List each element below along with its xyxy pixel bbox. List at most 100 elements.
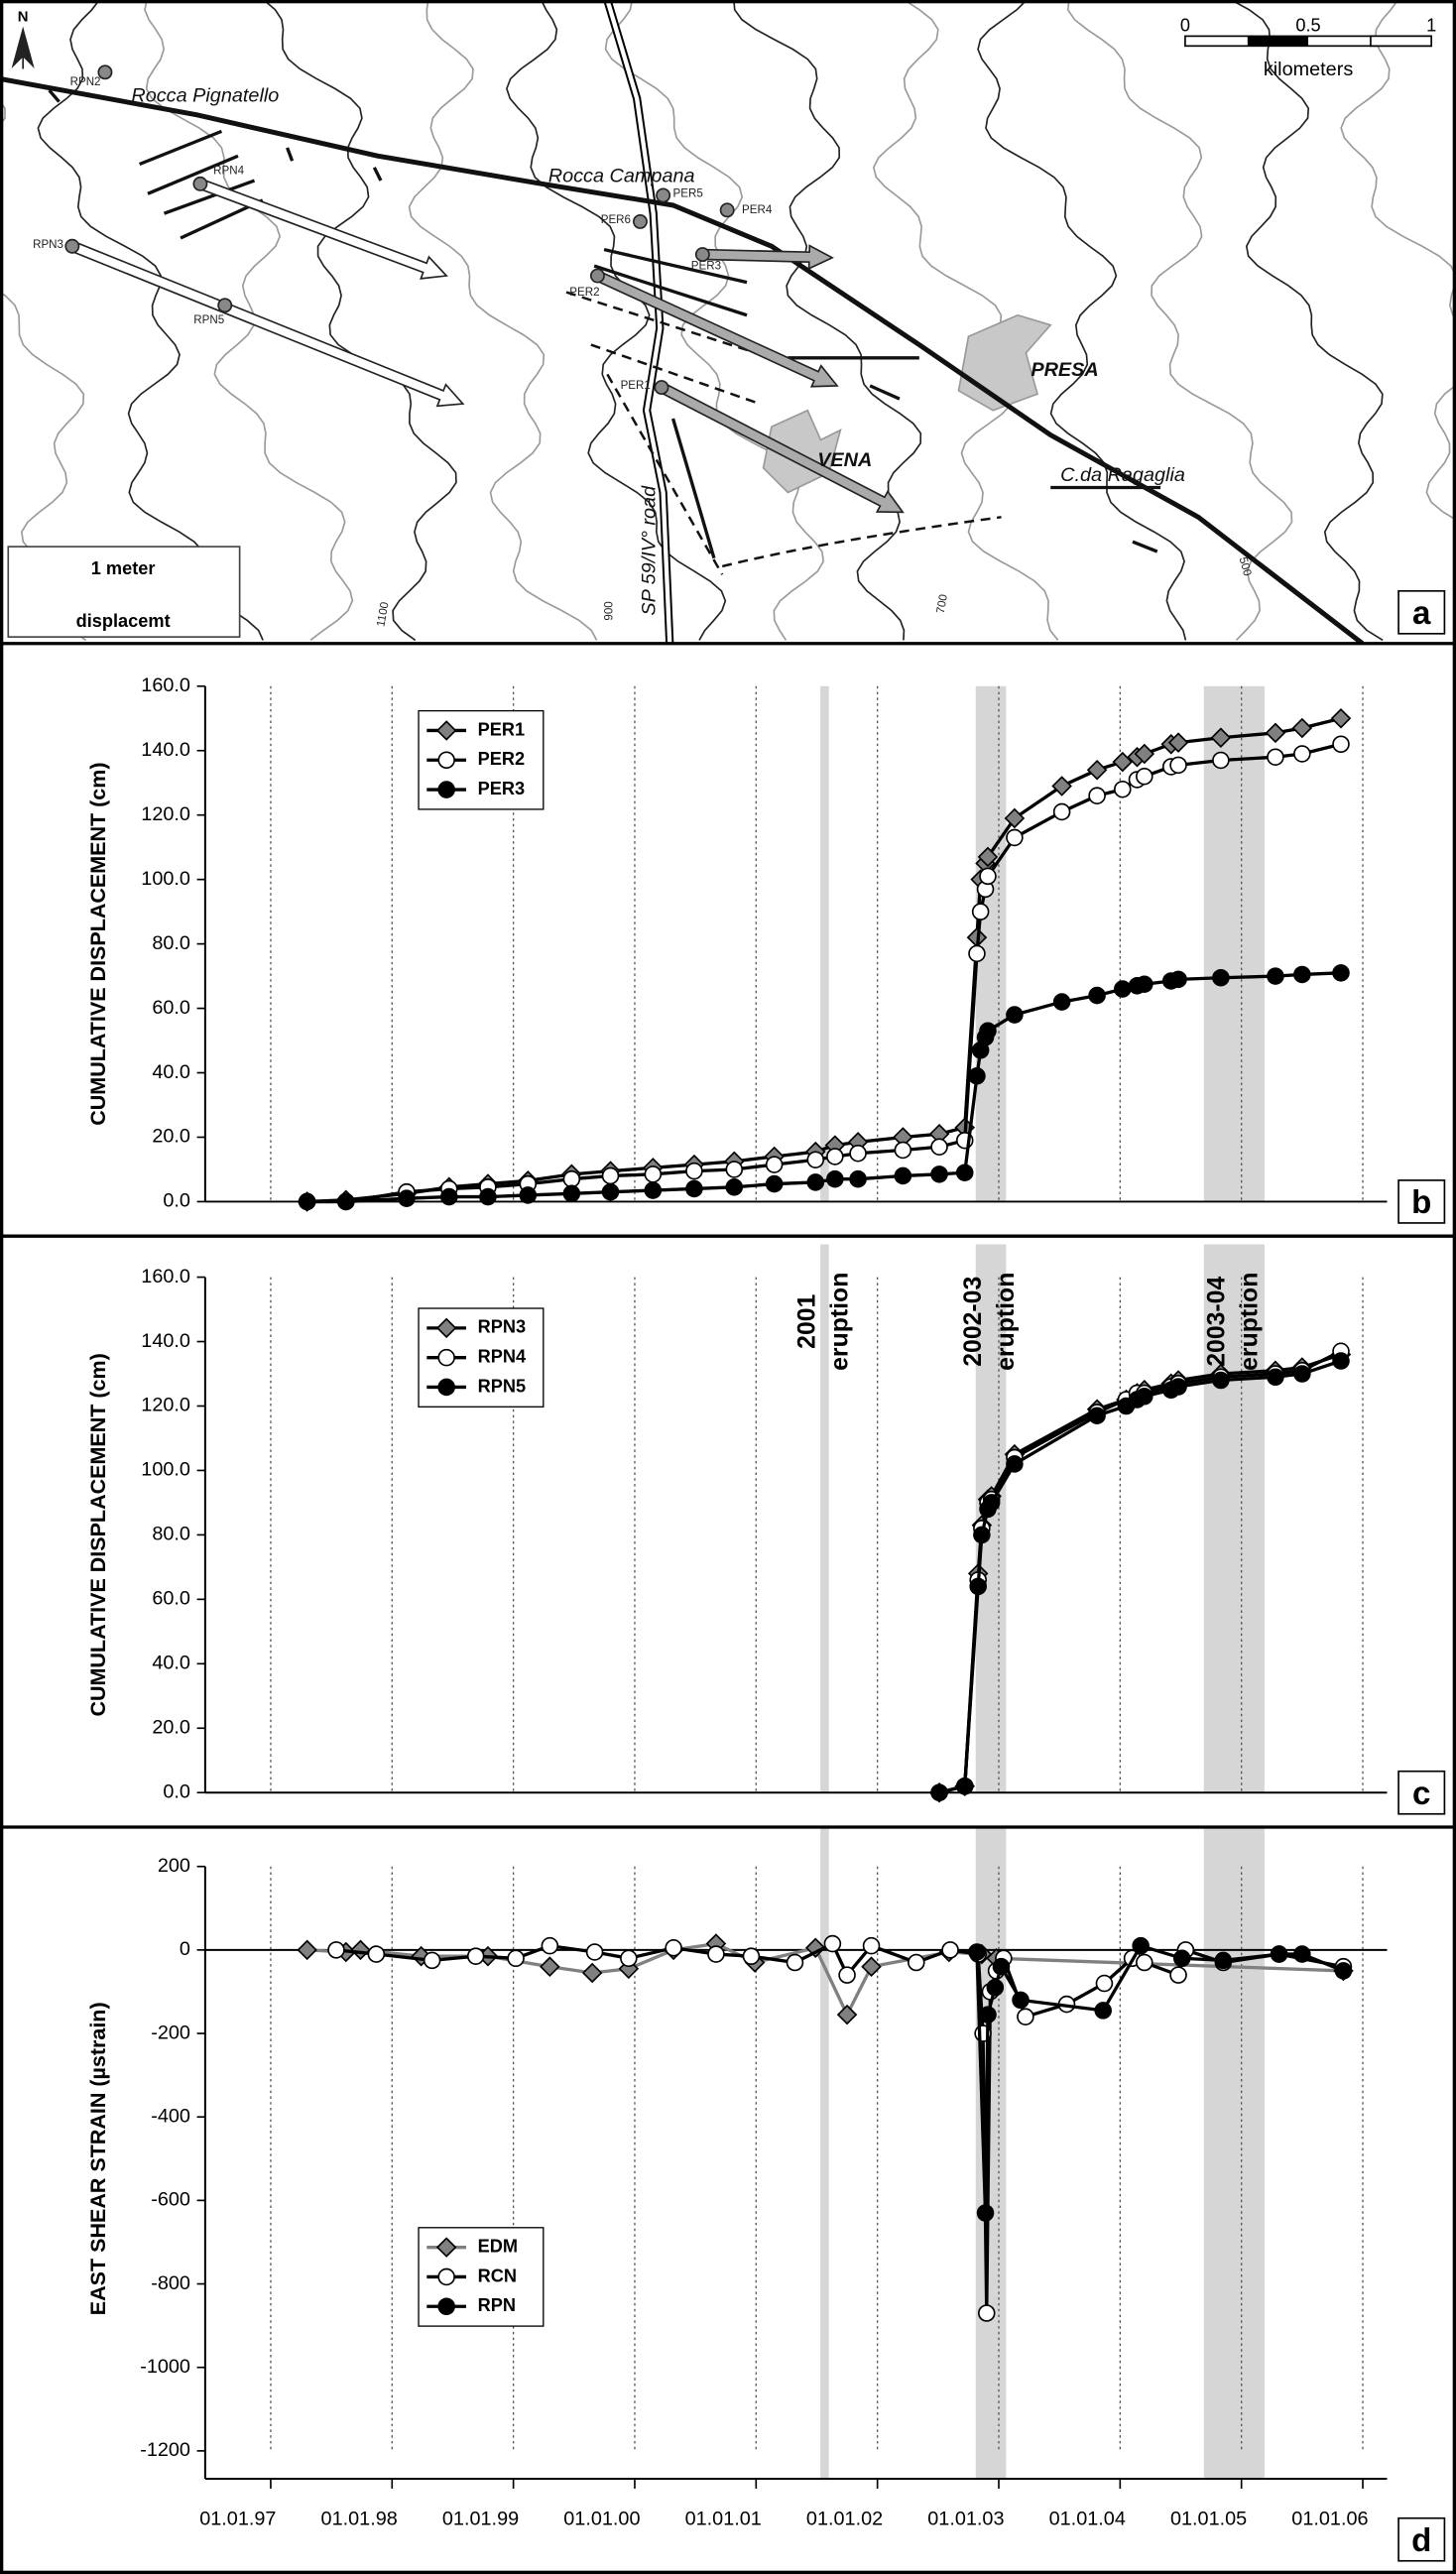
marker — [979, 867, 997, 886]
y-tick-label: 100.0 — [141, 1459, 190, 1481]
marker — [930, 1783, 948, 1802]
panel-label-box — [1397, 589, 1446, 635]
marker — [562, 1169, 581, 1188]
marker — [562, 1184, 581, 1203]
marker — [1293, 1365, 1311, 1383]
scale-tick: 0 — [1180, 15, 1190, 35]
contour-line — [263, 0, 457, 642]
y-tick-label: 140.0 — [141, 739, 190, 761]
marker — [1006, 1455, 1024, 1473]
stations — [64, 64, 735, 396]
marker — [992, 1957, 1011, 1976]
marker — [601, 1182, 620, 1201]
legend-label: RPN4 — [478, 1346, 527, 1366]
marker — [1212, 1371, 1230, 1390]
chart: 01.01.97 01.01.98 01.01.99 01.01.00 01.01.01… — [86, 1826, 1446, 2562]
eruption-band — [820, 1826, 829, 2480]
y-axis-label: CUMULATIVE DISPLACEMENT (cm) — [86, 762, 110, 1125]
legend-label: PER3 — [478, 779, 526, 798]
marker — [479, 1187, 497, 1206]
station-label: RPN5 — [193, 314, 224, 326]
marker — [1051, 776, 1072, 797]
marker — [968, 944, 986, 963]
legend-label: EDM — [478, 2236, 518, 2256]
chart: 2001 eruption 2002-03 eruption 2003-04 erupti… — [86, 1244, 1446, 1815]
scale-tick: 0.5 — [1295, 15, 1320, 35]
marker — [986, 1978, 1005, 1997]
eruption-label: 2002-03 — [960, 1277, 987, 1367]
marker — [581, 1962, 603, 1984]
marker — [685, 1179, 703, 1198]
marker — [908, 1953, 925, 1972]
marker — [350, 1939, 371, 1961]
displacement-arrow — [658, 381, 905, 514]
marker — [1088, 1407, 1106, 1425]
marker — [507, 1949, 525, 1968]
marker — [1136, 1953, 1153, 1972]
y-tick-label: -200 — [151, 2022, 190, 2043]
legend-label: RPN — [478, 2295, 516, 2315]
place-label: Rocca Pignatello — [131, 85, 279, 107]
y-tick-label: 80.0 — [152, 1524, 190, 1545]
contour-label: 1100 — [375, 601, 391, 628]
place-label: VENA — [817, 449, 872, 471]
inferred-faults — [565, 291, 1002, 575]
marker — [941, 1941, 959, 1959]
y-tick-label: 120.0 — [141, 803, 190, 825]
contour-label: 500 — [1237, 555, 1254, 577]
place-label: Rocca Campana — [548, 166, 695, 187]
y-tick-label: -600 — [151, 2189, 190, 2211]
x-tick-label: 01.01.04 — [1049, 2508, 1126, 2529]
y-tick-label: -400 — [151, 2105, 190, 2127]
marker — [665, 1938, 682, 1957]
marker — [1330, 707, 1352, 729]
panel-label: d — [1411, 2522, 1431, 2559]
marker — [930, 1165, 948, 1183]
legend-label: RPN5 — [478, 1376, 527, 1396]
marker — [836, 2004, 858, 2025]
y-tick-label: 20.0 — [152, 1717, 190, 1739]
eruption-label: 2001 — [793, 1293, 820, 1348]
y-tick-label: 60.0 — [152, 1588, 190, 1610]
marker — [1112, 751, 1134, 773]
contour-line — [1231, 0, 1384, 642]
panel-label: b — [1411, 1184, 1431, 1221]
eruption-label: 2003-04 — [1203, 1277, 1230, 1367]
marker — [1094, 2002, 1112, 2020]
marker — [620, 1949, 638, 1968]
marker — [742, 1947, 761, 1965]
scale-bar: 0 0.5 1 kilometers — [1180, 15, 1436, 80]
marker — [894, 1166, 912, 1185]
y-tick-label: 140.0 — [141, 1330, 190, 1352]
y-tick-label: 100.0 — [141, 868, 190, 890]
y-tick-label: -1000 — [140, 2356, 190, 2378]
x-tick-label: 01.01.05 — [1170, 2508, 1247, 2529]
marker — [1086, 759, 1108, 781]
x-tick-label: 01.01.97 — [199, 2508, 276, 2529]
marker — [437, 781, 455, 798]
marker — [1332, 735, 1350, 754]
legend: EDM RCN RPN — [418, 2227, 545, 2327]
legend-label: PER1 — [478, 719, 526, 739]
legend: PER1 PER2 PER3 — [418, 709, 545, 810]
marker — [1114, 980, 1132, 998]
marker — [585, 1943, 604, 1961]
y-axis-label: CUMULATIVE DISPLACEMENT (cm) — [86, 1353, 110, 1716]
panel-label-box — [1397, 2516, 1446, 2562]
x-tick-label: 01.01.00 — [563, 2508, 640, 2529]
marker — [437, 1378, 455, 1397]
marker — [1006, 1006, 1024, 1024]
marker — [1293, 965, 1311, 984]
contour-line — [37, 0, 264, 641]
y-tick-label: 60.0 — [152, 997, 190, 1019]
displacement-scale-caption: displacemt — [76, 611, 171, 631]
legend-label: RPN3 — [478, 1317, 527, 1337]
y-tick-label: -800 — [151, 2272, 190, 2294]
series-line — [306, 742, 1342, 1204]
station-label: RPN4 — [213, 165, 244, 177]
marker — [979, 2006, 997, 2023]
eruption-band — [1203, 685, 1265, 1202]
eruption-band — [820, 685, 829, 1202]
contour-line — [1066, 0, 1293, 642]
